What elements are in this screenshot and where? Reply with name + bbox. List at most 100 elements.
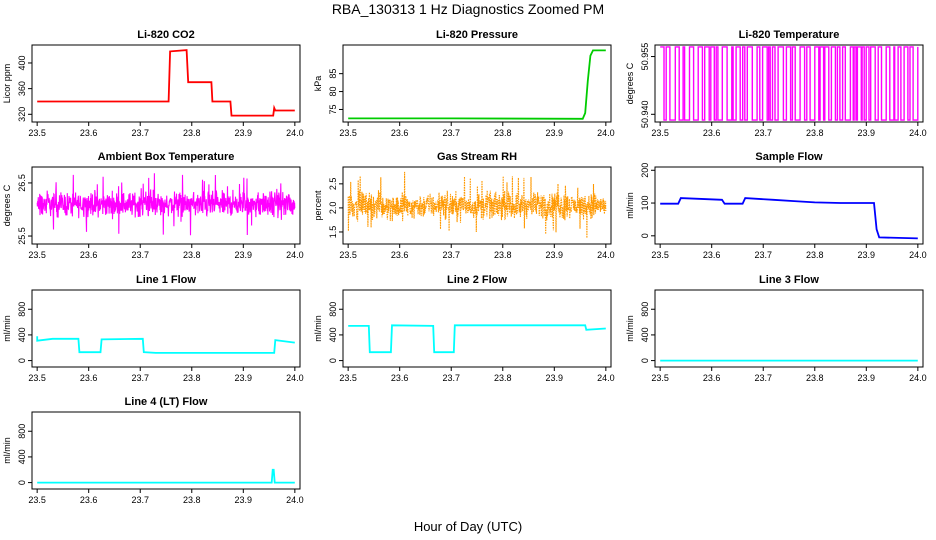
x-tick-label: 23.7 (442, 373, 460, 383)
x-tick-label: 24.0 (909, 250, 927, 260)
x-tick-label: 23.6 (703, 250, 721, 260)
x-tick-label: 23.5 (28, 250, 46, 260)
plot-frame (342, 289, 612, 368)
x-tick-label: 23.8 (494, 373, 512, 383)
x-tick-label: 23.8 (183, 495, 201, 505)
x-tick-label: 23.6 (703, 128, 721, 138)
series-line (660, 46, 919, 121)
y-axis-label: degrees C (2, 184, 12, 226)
plot-frame (342, 166, 612, 245)
panel-title: Line 3 Flow (759, 274, 819, 286)
series-line (36, 336, 295, 354)
y-tick-label: 200 (640, 163, 650, 178)
x-tick-label: 23.7 (131, 495, 149, 505)
x-tick-label: 24.0 (909, 128, 927, 138)
y-axis-label: ml/min (2, 437, 12, 464)
y-tick-label: 360 (17, 81, 27, 96)
y-tick-label: 80 (328, 87, 338, 97)
panel-title: Li-820 Pressure (436, 29, 518, 41)
x-tick-label: 23.5 (339, 128, 357, 138)
y-tick-label: 50.955 (640, 43, 650, 71)
y-tick-label: 400 (328, 327, 338, 342)
x-tick-label: 23.9 (235, 373, 253, 383)
x-tick-label: 23.7 (754, 250, 772, 260)
y-tick-label: 800 (328, 302, 338, 317)
panel-li-820-co2: Li-820 CO2 Licor ppm 23.5 23.6 23.7 23.8 23.9 2… (2, 29, 304, 138)
y-tick-label: 0 (17, 358, 27, 363)
x-tick-label: 23.9 (858, 128, 876, 138)
plot-frame (31, 411, 301, 490)
panel-title: Gas Stream RH (437, 151, 517, 163)
x-tick-label: 23.7 (442, 128, 460, 138)
x-tick-label: 23.7 (131, 128, 149, 138)
series-line (660, 197, 918, 240)
series-line (37, 49, 295, 117)
plot-frame (31, 289, 301, 368)
y-tick-label: 50.940 (640, 101, 650, 129)
x-tick-label: 23.5 (28, 128, 46, 138)
panel-gas-stream-rh: Gas Stream RH percent 23.5 23.6 23.7 23.8 23.9… (313, 151, 615, 260)
y-axis-label: ml/min (625, 192, 635, 219)
y-tick-label: 100 (640, 196, 650, 211)
panel-line-2-flow: Line 2 Flow ml/min 23.5 23.6 23.7 23.8 23.9 24.… (313, 274, 615, 383)
x-tick-label: 23.6 (703, 373, 721, 383)
x-tick-label: 24.0 (286, 495, 304, 505)
plot-frame (654, 166, 924, 245)
x-tick-label: 23.9 (235, 250, 253, 260)
x-tick-label: 23.9 (235, 128, 253, 138)
x-tick-label: 23.5 (651, 373, 669, 383)
y-tick-label: 400 (17, 449, 27, 464)
x-tick-label: 24.0 (286, 128, 304, 138)
panel-title: Li-820 CO2 (137, 29, 194, 41)
x-tick-label: 24.0 (286, 250, 304, 260)
y-axis-label: ml/min (2, 315, 12, 342)
x-tick-label: 23.8 (806, 128, 824, 138)
plot-frame (31, 166, 301, 245)
x-tick-label: 23.7 (442, 250, 460, 260)
plot-frame (31, 44, 301, 123)
y-tick-label: 0 (17, 480, 27, 485)
x-tick-label: 23.9 (546, 250, 564, 260)
series-line (37, 468, 295, 484)
x-tick-label: 23.9 (858, 373, 876, 383)
y-tick-label: 800 (640, 302, 650, 317)
x-tick-label: 24.0 (597, 128, 615, 138)
panel-line-3-flow: Line 3 Flow ml/min 23.5 23.6 23.7 23.8 23.9 24.… (625, 274, 927, 383)
x-tick-label: 23.6 (391, 373, 409, 383)
y-axis-label: degrees C (625, 62, 635, 104)
plot-frame (342, 44, 612, 123)
x-tick-label: 23.9 (546, 128, 564, 138)
x-tick-label: 23.6 (80, 373, 98, 383)
y-tick-label: 800 (17, 424, 27, 439)
x-tick-label: 24.0 (597, 250, 615, 260)
panel-title: Line 4 (LT) Flow (125, 396, 208, 408)
x-tick-label: 23.6 (80, 128, 98, 138)
panel-title: Sample Flow (755, 151, 823, 163)
x-tick-label: 23.9 (858, 250, 876, 260)
y-tick-label: 25.5 (17, 227, 27, 245)
plot-frame (654, 44, 924, 123)
y-axis-label: Licor ppm (2, 64, 12, 104)
x-tick-label: 23.9 (546, 373, 564, 383)
y-tick-label: 85 (328, 69, 338, 79)
x-tick-label: 23.6 (80, 250, 98, 260)
x-tick-label: 23.5 (339, 250, 357, 260)
y-tick-label: 2.0 (328, 202, 338, 215)
y-tick-label: 400 (640, 327, 650, 342)
x-tick-label: 23.8 (494, 250, 512, 260)
y-axis-label: kPa (313, 76, 323, 92)
y-tick-label: 2.5 (328, 178, 338, 191)
x-tick-label: 23.6 (391, 250, 409, 260)
y-tick-label: 75 (328, 104, 338, 114)
panel-line-1-flow: Line 1 Flow ml/min 23.5 23.6 23.7 23.8 23.9 24.… (2, 274, 304, 383)
y-tick-label: 1.5 (328, 226, 338, 239)
panel-grid: Li-820 CO2 Licor ppm 23.5 23.6 23.7 23.8 23.9 2… (2, 29, 927, 505)
x-tick-label: 24.0 (597, 373, 615, 383)
y-tick-label: 0 (640, 233, 650, 238)
y-tick-label: 0 (328, 358, 338, 363)
y-axis-label: percent (313, 190, 323, 221)
x-tick-label: 23.5 (28, 373, 46, 383)
x-tick-label: 23.5 (651, 128, 669, 138)
panel-title: Ambient Box Temperature (98, 151, 235, 163)
x-tick-label: 24.0 (286, 373, 304, 383)
